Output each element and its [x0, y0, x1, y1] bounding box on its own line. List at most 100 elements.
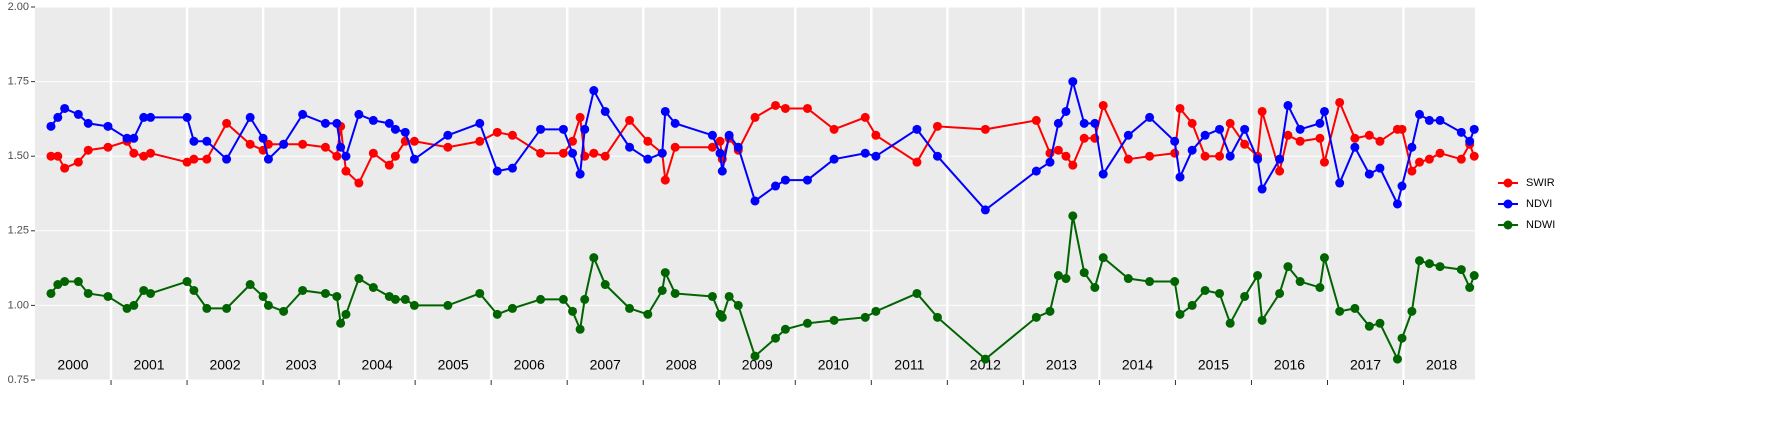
data-point — [1407, 166, 1417, 176]
data-point — [336, 142, 346, 152]
data-point — [368, 282, 378, 292]
data-point — [1061, 274, 1071, 284]
data-point — [1364, 169, 1374, 179]
data-point — [83, 118, 93, 128]
data-point — [182, 277, 192, 287]
data-point — [390, 124, 400, 134]
data-point — [1068, 77, 1078, 87]
data-point — [912, 124, 922, 134]
data-point — [122, 133, 132, 143]
data-point — [1257, 315, 1267, 325]
legend-label: SWIR — [1526, 177, 1555, 189]
data-point — [1175, 309, 1185, 319]
data-point — [575, 112, 585, 122]
data-point — [1145, 277, 1155, 287]
data-point — [660, 268, 670, 278]
data-point — [1045, 157, 1055, 167]
data-point — [1469, 151, 1479, 161]
data-point — [829, 154, 839, 164]
data-point — [1469, 271, 1479, 281]
data-point — [492, 127, 502, 137]
data-point — [1364, 321, 1374, 331]
data-point — [1319, 253, 1329, 263]
data-point — [1031, 312, 1041, 322]
data-point — [46, 121, 56, 131]
year-label: 2015 — [1198, 357, 1229, 373]
data-point — [580, 124, 590, 134]
data-point — [1123, 274, 1133, 284]
data-point — [409, 154, 419, 164]
data-point — [368, 115, 378, 125]
data-point — [258, 291, 268, 301]
data-point — [83, 288, 93, 298]
data-point — [1145, 112, 1155, 122]
data-point — [600, 151, 610, 161]
data-point — [341, 151, 351, 161]
data-point — [103, 121, 113, 131]
data-point — [332, 151, 342, 161]
data-point — [129, 148, 139, 158]
data-point — [222, 154, 232, 164]
data-point — [1175, 172, 1185, 182]
data-point — [189, 154, 199, 164]
data-point — [60, 163, 70, 173]
data-point — [46, 151, 56, 161]
data-point — [1435, 148, 1445, 158]
data-point — [139, 151, 149, 161]
data-point — [1407, 142, 1417, 152]
data-point — [932, 312, 942, 322]
legend-marker — [1503, 220, 1513, 230]
y-tick-label: 1.25 — [8, 225, 29, 237]
data-point — [53, 151, 63, 161]
data-point — [724, 130, 734, 140]
data-point — [660, 106, 670, 116]
data-point — [189, 136, 199, 146]
data-point — [122, 303, 132, 313]
year-label: 2013 — [1046, 357, 1077, 373]
data-point — [980, 205, 990, 215]
data-point — [1456, 154, 1466, 164]
data-point — [589, 148, 599, 158]
data-point — [1275, 288, 1285, 298]
data-point — [980, 354, 990, 364]
data-point — [1257, 106, 1267, 116]
data-point — [263, 300, 273, 310]
data-point — [139, 285, 149, 295]
data-point — [829, 124, 839, 134]
data-point — [707, 291, 717, 301]
data-point — [1053, 118, 1063, 128]
year-label: 2006 — [514, 357, 545, 373]
data-point — [871, 306, 881, 316]
data-point — [1335, 178, 1345, 188]
data-point — [1200, 285, 1210, 295]
data-point — [780, 324, 790, 334]
data-point — [1200, 130, 1210, 140]
data-point — [1225, 151, 1235, 161]
data-point — [258, 133, 268, 143]
data-point — [1275, 154, 1285, 164]
data-point — [1414, 256, 1424, 266]
data-point — [279, 139, 289, 149]
data-point — [802, 318, 812, 328]
data-point — [660, 175, 670, 185]
data-point — [1123, 130, 1133, 140]
data-point — [575, 324, 585, 334]
data-point — [245, 139, 255, 149]
data-point — [600, 106, 610, 116]
data-point — [1424, 115, 1434, 125]
data-point — [1315, 118, 1325, 128]
data-point — [1053, 145, 1063, 155]
data-point — [443, 300, 453, 310]
data-point — [568, 148, 578, 158]
data-point — [580, 294, 590, 304]
data-point — [1414, 109, 1424, 119]
data-point — [1145, 151, 1155, 161]
data-point — [492, 166, 502, 176]
data-point — [103, 142, 113, 152]
data-point — [1225, 318, 1235, 328]
data-point — [733, 300, 743, 310]
data-point — [1456, 127, 1466, 137]
data-point — [475, 136, 485, 146]
data-point — [717, 166, 727, 176]
data-point — [1090, 118, 1100, 128]
